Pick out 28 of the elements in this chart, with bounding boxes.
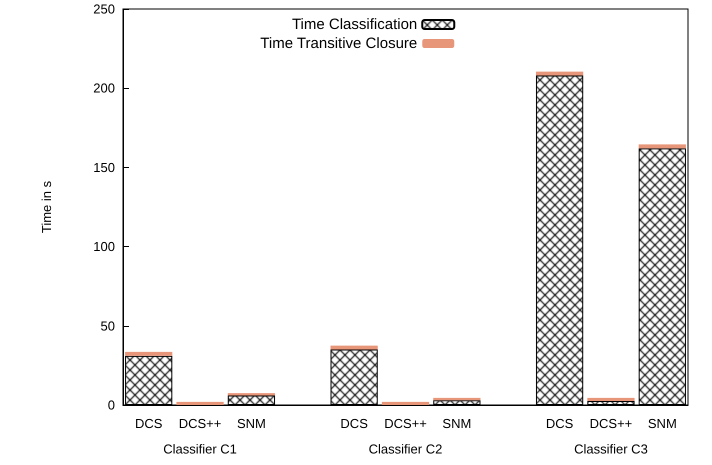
text: Classifier C2 [368,442,442,456]
legend-label: Time Classification [292,16,418,33]
x-tick-label: DCS [340,416,368,431]
y-axis-title: Time in s [39,180,54,234]
y-tick-label: 100 [93,239,115,254]
y-tick-label: 250 [93,2,115,16]
y-tick-label: 200 [93,80,115,96]
x-tick-label: DCS++ [178,416,222,431]
x-tick-label: SNM [442,416,472,431]
bar [638,144,686,148]
bar [125,352,172,356]
y-tick-label: 150 [93,160,115,175]
y-tick-label: 0 [108,398,115,412]
x-tick-label: DCS++ [384,416,427,431]
bar [587,398,635,402]
x-tick-label: SNM [236,416,266,431]
bar [382,402,430,405]
x-tick-label: DCS [134,416,163,431]
x-tick-label: DCS++ [590,416,632,431]
y-tick-label: 50 [100,318,115,334]
x-tick-label: SNM [648,416,677,431]
bar [536,72,584,76]
bar [176,402,224,405]
text: Classifier C1 [163,442,237,456]
legend-label: Time Transitive Closure [260,35,418,52]
text: Classifier C3 [574,442,648,456]
x-tick-label: DCS [546,416,574,431]
bar [330,346,378,350]
